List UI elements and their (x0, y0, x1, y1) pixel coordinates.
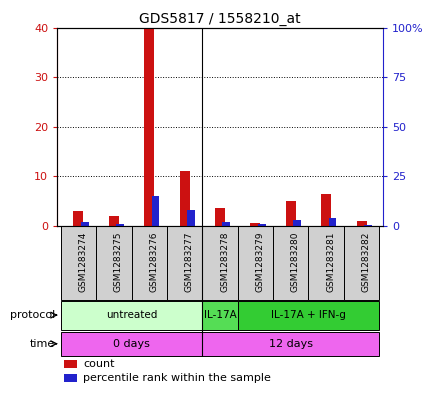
Bar (64, 360, 77, 368)
Bar (223, 222, 230, 226)
Text: 12 days: 12 days (269, 339, 313, 349)
FancyBboxPatch shape (61, 332, 202, 356)
FancyBboxPatch shape (238, 226, 273, 300)
Bar (81, 222, 89, 226)
Text: GSM1283278: GSM1283278 (220, 231, 229, 292)
FancyBboxPatch shape (273, 226, 308, 300)
Bar (109, 216, 119, 226)
Title: GDS5817 / 1558210_at: GDS5817 / 1558210_at (139, 13, 301, 26)
Bar (152, 196, 159, 226)
Bar (356, 221, 367, 226)
Bar (116, 224, 124, 226)
Text: count: count (83, 359, 115, 369)
Bar (258, 224, 266, 226)
Bar (364, 225, 372, 226)
Text: GSM1283276: GSM1283276 (149, 231, 158, 292)
Text: GSM1283280: GSM1283280 (291, 231, 300, 292)
Bar (64, 374, 77, 382)
Text: GSM1283277: GSM1283277 (185, 231, 194, 292)
Text: IL-17A: IL-17A (204, 310, 236, 320)
Text: time: time (30, 339, 55, 349)
Bar (215, 209, 225, 226)
Bar (187, 210, 195, 226)
Bar (180, 171, 190, 226)
Text: GSM1283275: GSM1283275 (114, 231, 123, 292)
Text: IL-17A + IFN-g: IL-17A + IFN-g (271, 310, 346, 320)
FancyBboxPatch shape (202, 301, 238, 330)
Text: GSM1283274: GSM1283274 (78, 231, 88, 292)
FancyBboxPatch shape (167, 226, 202, 300)
FancyBboxPatch shape (96, 226, 132, 300)
FancyBboxPatch shape (344, 226, 379, 300)
FancyBboxPatch shape (61, 301, 202, 330)
Text: protocol: protocol (10, 310, 55, 320)
Bar (144, 28, 154, 226)
Bar (329, 218, 337, 226)
Bar (286, 201, 296, 226)
FancyBboxPatch shape (308, 226, 344, 300)
Bar (293, 220, 301, 226)
FancyBboxPatch shape (202, 332, 379, 356)
FancyBboxPatch shape (61, 226, 96, 300)
Text: untreated: untreated (106, 310, 157, 320)
FancyBboxPatch shape (238, 301, 379, 330)
Bar (321, 194, 331, 226)
Bar (250, 223, 260, 226)
Text: 0 days: 0 days (113, 339, 150, 349)
Text: percentile rank within the sample: percentile rank within the sample (83, 373, 271, 383)
FancyBboxPatch shape (132, 226, 167, 300)
Text: GSM1283279: GSM1283279 (255, 231, 264, 292)
FancyBboxPatch shape (202, 226, 238, 300)
Text: GSM1283282: GSM1283282 (362, 231, 370, 292)
Bar (73, 211, 84, 226)
Text: GSM1283281: GSM1283281 (326, 231, 335, 292)
